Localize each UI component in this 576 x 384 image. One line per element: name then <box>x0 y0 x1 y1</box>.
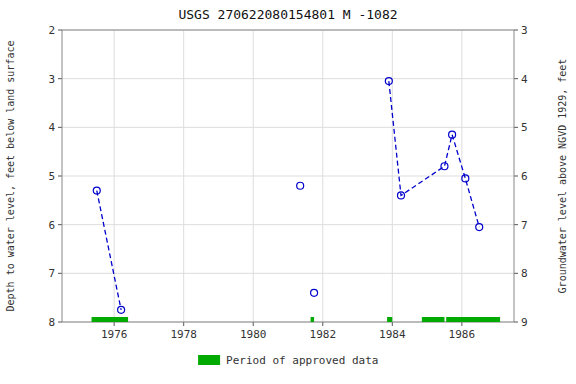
tick <box>58 273 62 274</box>
grid-line <box>62 273 514 274</box>
tick-label: 7 <box>521 219 528 232</box>
tick <box>392 322 393 326</box>
marker <box>462 175 469 182</box>
marker <box>476 224 483 231</box>
tick-label: 8 <box>48 316 55 329</box>
tick <box>58 127 62 128</box>
tick <box>514 322 518 323</box>
axes: 1976 1978 1980 1982 1984 1986 2 3 4 5 6 7 8 9 8 7 6 5 4 3 <box>48 24 528 341</box>
tick <box>253 322 254 326</box>
tick-label: 1978 <box>170 328 197 341</box>
line <box>97 191 121 310</box>
plot-frame <box>62 30 514 322</box>
tick <box>514 78 518 79</box>
approved-period <box>422 317 445 322</box>
tick-label: 1980 <box>240 328 267 341</box>
legend-swatch <box>198 355 220 365</box>
tick-label: 1976 <box>101 328 128 341</box>
tick <box>58 322 62 323</box>
tick <box>514 176 518 177</box>
marker <box>441 163 448 170</box>
tick-label: 1982 <box>310 328 337 341</box>
tick-label: 5 <box>521 121 528 134</box>
marker <box>398 192 405 199</box>
y-label: Depth to water level, feet below land su… <box>5 41 16 312</box>
tick <box>461 322 462 326</box>
grid-line <box>62 127 514 128</box>
tick-label: 6 <box>48 219 55 232</box>
chart: 1976 1978 1980 1982 1984 1986 2 3 4 5 6 7 8 9 8 7 6 5 4 3 US… <box>0 0 576 384</box>
tick-label: 4 <box>48 121 55 134</box>
tick-label: 5 <box>48 170 55 183</box>
approved-period <box>311 317 314 322</box>
marker <box>118 306 125 313</box>
background <box>0 0 576 384</box>
grid-line <box>62 78 514 79</box>
tick-label: 7 <box>48 267 55 280</box>
data <box>92 78 501 322</box>
tick <box>58 224 62 225</box>
grid-line <box>62 224 514 225</box>
tick <box>58 30 62 31</box>
tick <box>183 322 184 326</box>
marker <box>311 289 318 296</box>
tick-label: 3 <box>521 24 528 37</box>
grid-line <box>62 176 514 177</box>
tick <box>58 176 62 177</box>
tick <box>514 273 518 274</box>
marker <box>93 187 100 194</box>
line <box>389 81 479 227</box>
approved-period <box>92 317 129 322</box>
tick <box>58 78 62 79</box>
tick-label: 4 <box>521 73 528 86</box>
legend-label: Period of approved data <box>226 354 378 367</box>
approved-period <box>387 317 392 322</box>
tick-label: 2 <box>48 24 55 37</box>
tick <box>514 224 518 225</box>
approved-period <box>446 317 500 322</box>
tick-label: 6 <box>521 170 528 183</box>
tick <box>514 30 518 31</box>
title: USGS 270622080154801 M -1082 <box>178 7 397 22</box>
grid <box>62 30 514 322</box>
marker <box>297 182 304 189</box>
marker <box>385 78 392 85</box>
tick <box>514 127 518 128</box>
legend: Period of approved data <box>198 354 378 367</box>
tick <box>114 322 115 326</box>
marker <box>449 131 456 138</box>
y2-label: Groundwater level above NGVD 1929, feet <box>557 59 568 294</box>
tick <box>322 322 323 326</box>
tick-label: 1986 <box>449 328 476 341</box>
tick-label: 1984 <box>379 328 406 341</box>
tick-label: 9 <box>521 316 528 329</box>
tick-label: 3 <box>48 73 55 86</box>
tick-label: 8 <box>521 267 528 280</box>
